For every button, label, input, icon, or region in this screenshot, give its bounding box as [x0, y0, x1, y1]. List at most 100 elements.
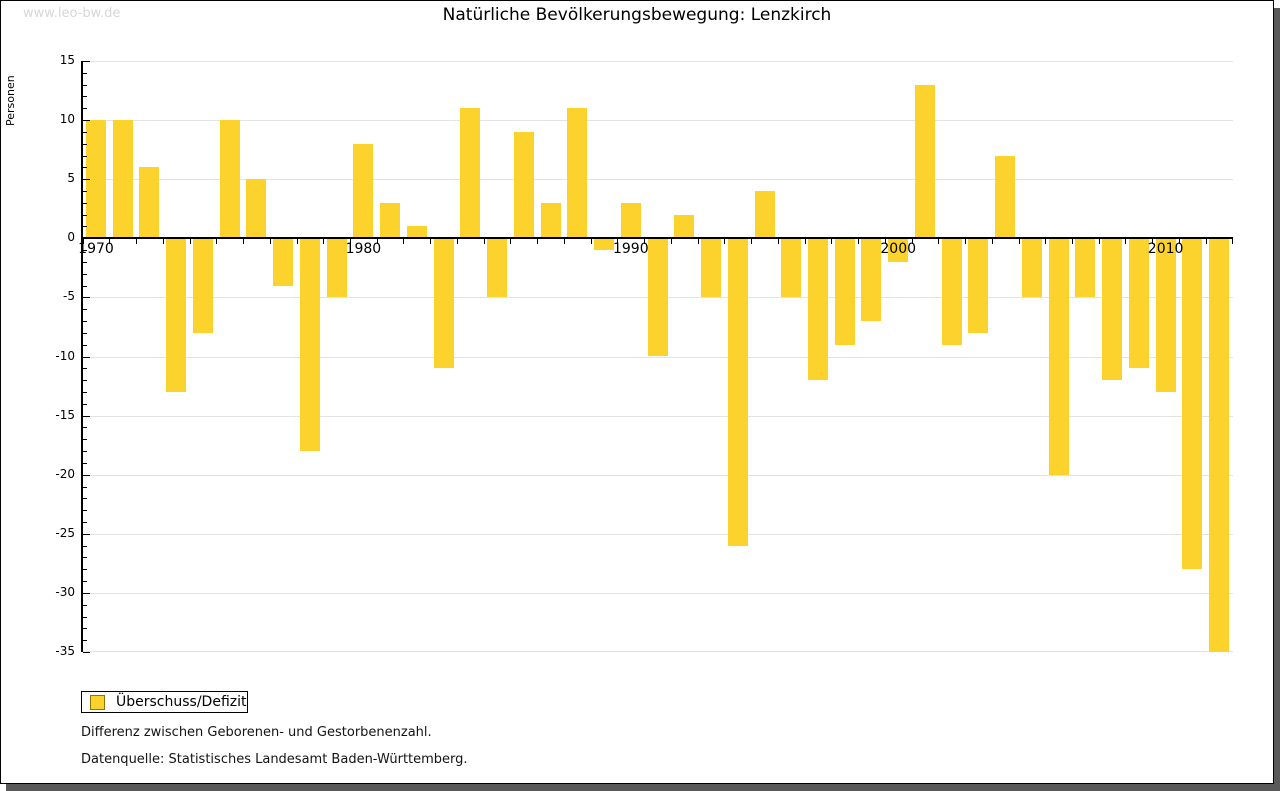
bar [781, 238, 802, 298]
bar [246, 179, 267, 239]
y-axis-tick [83, 628, 87, 630]
y-axis-tick [83, 462, 87, 464]
y-axis-tick [83, 273, 87, 275]
y-axis-tick [83, 557, 87, 559]
y-axis-tick [83, 640, 87, 642]
legend-box: Überschuss/Defizit [81, 691, 248, 713]
x-axis-tick [537, 239, 539, 245]
x-axis-tick [1178, 239, 1180, 245]
y-axis-label: 0 [67, 230, 75, 245]
gridline [81, 651, 1233, 652]
bar [995, 155, 1016, 239]
y-axis-tick [83, 143, 87, 145]
bar [380, 202, 401, 239]
y-axis-tick [83, 108, 87, 110]
bar [754, 191, 775, 239]
y-axis-label: 10 [59, 112, 75, 127]
y-axis-tick [83, 202, 87, 204]
gridline [81, 61, 1233, 62]
x-axis-label: 1980 [345, 241, 382, 258]
y-axis-tick [83, 592, 90, 594]
x-axis-label: 2000 [880, 241, 917, 258]
x-axis-tick [1045, 239, 1047, 245]
x-axis-tick [1205, 239, 1207, 245]
bar [567, 108, 588, 239]
x-axis-tick [1152, 239, 1154, 245]
y-axis-tick [83, 261, 87, 263]
bar [1048, 238, 1069, 475]
x-axis-tick [1072, 239, 1073, 245]
x-axis-tick [617, 239, 619, 245]
y-axis-tick [83, 510, 87, 512]
x-axis-tick [323, 239, 325, 245]
y-axis-tick [83, 179, 90, 181]
x-axis-tick [804, 239, 806, 245]
x-axis-tick [1232, 239, 1234, 245]
y-axis-tick [83, 439, 87, 441]
x-axis-tick [938, 239, 940, 245]
x-axis-tick [1018, 239, 1020, 245]
bar [701, 238, 722, 298]
bar [594, 238, 615, 251]
y-axis-tick [83, 167, 87, 169]
y-axis-tick [83, 652, 90, 653]
bar [326, 238, 347, 298]
x-axis-tick [965, 239, 967, 245]
bar [941, 238, 962, 345]
y-axis-tick [83, 403, 87, 405]
bar [112, 120, 133, 239]
bar [273, 238, 294, 286]
y-axis-tick [83, 155, 87, 157]
bar [808, 238, 828, 381]
legend-swatch-icon [90, 694, 105, 710]
bar [861, 238, 882, 322]
bar [914, 84, 935, 239]
bar [1182, 238, 1203, 570]
x-axis-tick [109, 239, 111, 245]
y-axis-tick [83, 84, 87, 86]
gridline [81, 533, 1233, 535]
y-axis-tick [83, 131, 87, 133]
bar [1102, 238, 1123, 381]
bar [647, 238, 668, 357]
bar [834, 238, 855, 345]
y-axis-tick [83, 415, 90, 417]
x-axis-tick [483, 239, 485, 245]
x-axis-tick [884, 239, 886, 245]
y-axis-tick [83, 191, 87, 193]
x-axis-tick [1125, 239, 1127, 245]
bar [674, 214, 695, 239]
x-axis-tick [724, 239, 726, 245]
y-axis-tick [83, 521, 87, 523]
x-axis-tick [831, 239, 833, 245]
x-axis-tick [136, 239, 138, 245]
x-axis-tick [82, 239, 84, 245]
y-axis-tick [83, 120, 90, 122]
y-axis-tick [83, 250, 87, 252]
x-axis-tick [670, 239, 672, 245]
bar [968, 238, 989, 333]
y-axis-label: -10 [55, 348, 75, 363]
footnote-definition: Differenz zwischen Geborenen- und Gestor… [81, 725, 432, 740]
watermark: www.leo-bw.de [23, 6, 121, 21]
x-axis-tick [456, 239, 458, 245]
x-axis-tick [243, 239, 245, 245]
bar [540, 202, 561, 239]
x-axis-tick [858, 239, 860, 245]
x-axis-tick [350, 239, 351, 245]
bar [1155, 238, 1176, 392]
x-axis-tick [162, 239, 164, 245]
y-axis-tick [83, 533, 90, 535]
y-axis-tick [83, 321, 87, 323]
bar [620, 202, 641, 239]
x-axis-tick [911, 239, 913, 245]
y-axis-line [81, 61, 83, 652]
y-axis-tick [83, 226, 87, 228]
bar [139, 167, 160, 239]
x-axis-tick [510, 239, 512, 245]
gridline [81, 120, 1233, 122]
legend-label: Überschuss/Defizit [116, 694, 247, 710]
gridline [81, 474, 1233, 476]
y-axis-tick [83, 581, 87, 583]
